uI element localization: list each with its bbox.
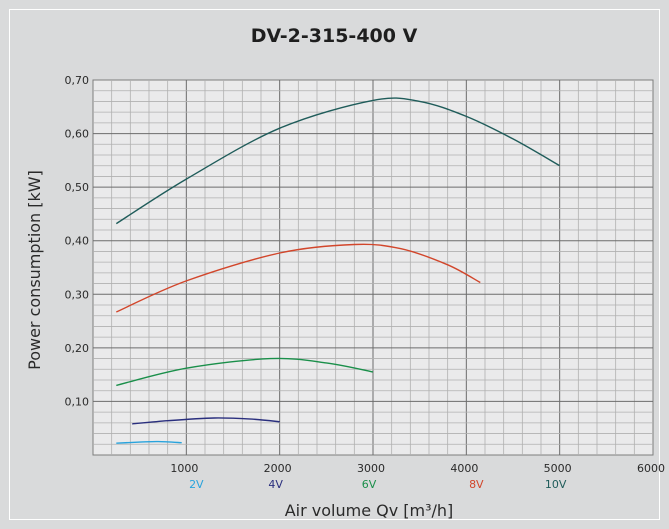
curve-2v bbox=[116, 440, 182, 444]
x-tick-label: 6000 bbox=[637, 462, 665, 475]
y-tick-label: 0,30 bbox=[65, 288, 90, 301]
y-tick-label: 0,50 bbox=[65, 181, 90, 194]
y-tick-label: 0,70 bbox=[65, 74, 90, 87]
x-tick-label: 3000 bbox=[357, 462, 385, 475]
y-tick-label: 0,40 bbox=[65, 235, 90, 248]
series-curves bbox=[115, 97, 561, 444]
x-tick-labels: 1000 2000 3000 4000 5000 6000 bbox=[170, 462, 665, 475]
x-tick-label: 1000 bbox=[170, 462, 198, 475]
curve-10v bbox=[115, 97, 561, 225]
y-axis-label: Power consumption [kW] bbox=[25, 170, 44, 370]
x-axis-label: Air volume Qv [m³/h] bbox=[285, 501, 454, 520]
series-label-4v: 4V bbox=[268, 478, 283, 491]
grid bbox=[93, 80, 653, 455]
x-tick-label: 4000 bbox=[450, 462, 478, 475]
series-label-6v: 6V bbox=[362, 478, 377, 491]
curve-8v bbox=[116, 243, 481, 313]
curve-4v bbox=[132, 417, 280, 425]
y-tick-label: 0,10 bbox=[65, 395, 90, 408]
curve-6v bbox=[116, 357, 374, 387]
x-tick-label: 5000 bbox=[544, 462, 572, 475]
y-tick-labels: 0,10 0,20 0,30 0,40 0,50 0,60 0,70 bbox=[65, 74, 90, 408]
y-tick-label: 0,60 bbox=[65, 128, 90, 141]
chart-frame bbox=[9, 9, 660, 520]
series-labels: 2V 4V 6V 8V 10V bbox=[189, 478, 567, 491]
series-label-2v: 2V bbox=[189, 478, 204, 491]
x-tick-label: 2000 bbox=[264, 462, 292, 475]
chart-title: DV-2-315-400 V bbox=[251, 25, 418, 47]
y-tick-label: 0,20 bbox=[65, 342, 90, 355]
series-label-10v: 10V bbox=[545, 478, 567, 491]
series-label-8v: 8V bbox=[469, 478, 484, 491]
